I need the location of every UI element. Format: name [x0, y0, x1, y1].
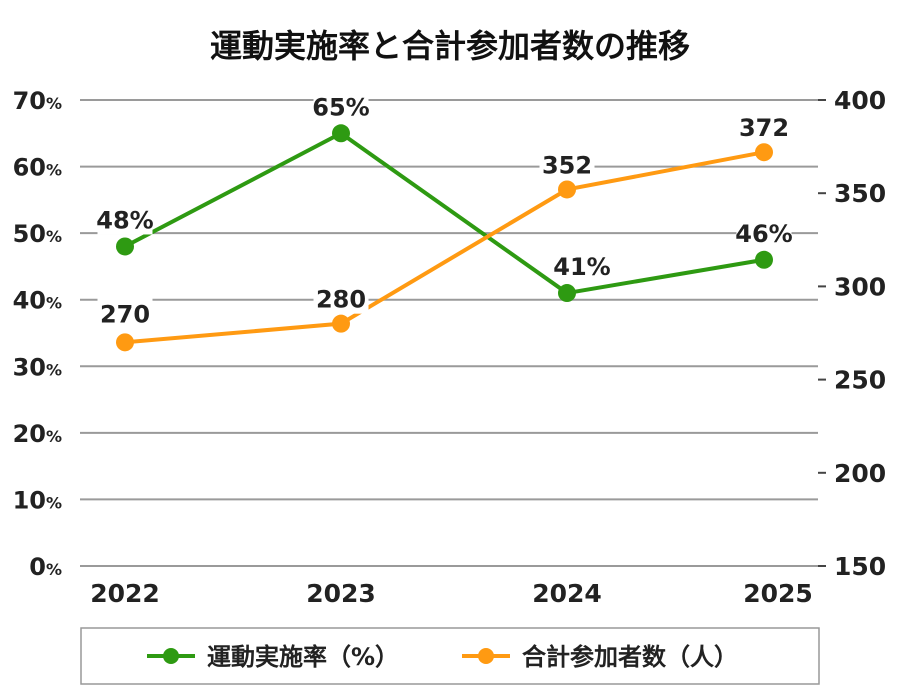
left-tick-label: 20%: [13, 420, 62, 448]
x-tick-label: 2022: [90, 579, 160, 608]
x-tick-label: 2025: [743, 579, 813, 608]
left-tick-label: 40%: [13, 287, 62, 315]
legend-swatch-marker: [163, 648, 179, 664]
left-tick-label: 70%: [13, 87, 62, 115]
right-tick-label: 350: [834, 179, 886, 208]
data-point: [332, 314, 350, 333]
series-line: [124, 131, 765, 296]
data-label: 46%: [735, 220, 792, 248]
right-tick-label: 300: [834, 272, 886, 301]
series-1: [116, 143, 773, 352]
left-tick-label: 60%: [13, 154, 62, 182]
series-line: [124, 150, 765, 345]
data-label-bg: [539, 149, 595, 180]
right-tick-label: 400: [834, 86, 886, 115]
right-axis-ticks: 150 200 250 300 350 400: [818, 86, 886, 581]
data-label-bg: [97, 204, 153, 235]
data-label: 280: [316, 286, 366, 314]
data-point: [755, 143, 773, 162]
data-label: 48%: [96, 206, 153, 234]
legend: 運動実施率（%） 合計参加者数（人）: [80, 627, 820, 685]
left-axis-ticks: 0% 10% 20% 30% 40% 50% 60% 70%: [13, 87, 62, 581]
data-label: 65%: [312, 93, 369, 121]
data-label: 352: [542, 151, 592, 179]
series-0: [116, 124, 773, 303]
data-label: 41%: [553, 253, 610, 281]
data-label: 372: [739, 114, 789, 142]
left-tick-label: 10%: [13, 486, 62, 514]
left-tick-label: 50%: [13, 220, 62, 248]
data-point: [332, 124, 350, 143]
data-label: 270: [100, 300, 150, 328]
legend-box: [80, 627, 820, 685]
data-label-bg: [313, 91, 369, 122]
legend-label: 合計参加者数（人）: [522, 643, 738, 671]
chart-title: 運動実施率と合計参加者数の推移: [210, 27, 690, 65]
left-tick-label: 30%: [13, 353, 62, 381]
data-point: [116, 333, 134, 352]
x-axis-ticks: 2022 2023 2024 2025: [90, 579, 813, 608]
data-point: [558, 284, 576, 303]
right-tick-label: 150: [834, 552, 886, 581]
data-point: [755, 250, 773, 269]
data-label-bg: [313, 283, 369, 314]
grid-lines: [80, 99, 818, 567]
data-point: [116, 237, 134, 256]
data-label-bg: [554, 251, 610, 282]
data-label-bg: [736, 217, 792, 248]
right-tick-label: 250: [834, 366, 886, 395]
data-point: [558, 180, 576, 199]
right-tick-label: 200: [834, 459, 886, 488]
legend-swatch-marker: [478, 648, 494, 664]
data-label-bg: [736, 112, 792, 143]
x-tick-label: 2023: [306, 579, 376, 608]
x-tick-label: 2024: [532, 579, 602, 608]
series-layer: 48% 65% 41% 46% 270 280 352 372: [96, 91, 793, 352]
left-tick-label: 0%: [29, 553, 62, 581]
legend-label: 運動実施率（%）: [207, 643, 399, 671]
data-label-bg: [97, 298, 153, 329]
